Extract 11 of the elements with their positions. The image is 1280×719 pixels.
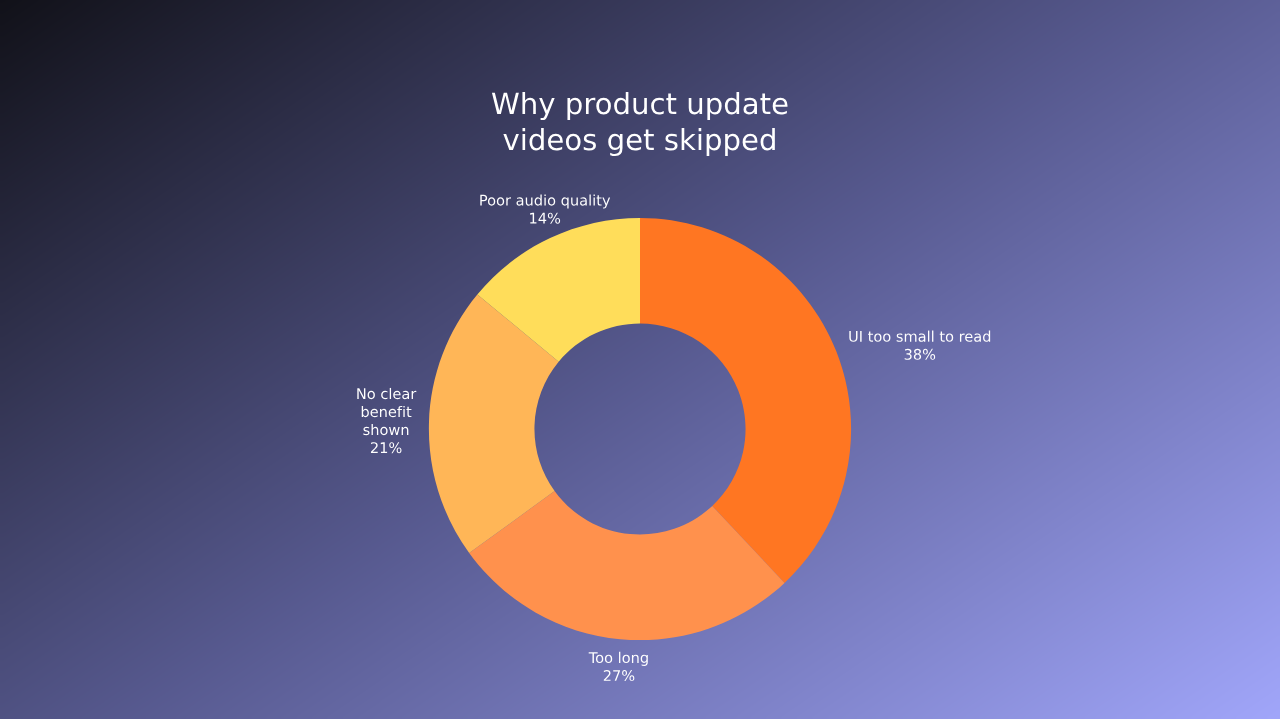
data-label: 27% <box>603 670 635 682</box>
slice-label: UI too small to read <box>849 330 991 342</box>
donut-slice <box>469 491 785 641</box>
chart-title: Why product update videos get skipped <box>491 91 788 157</box>
slice-label: Too long <box>588 651 648 666</box>
data-label: 14% <box>530 212 561 224</box>
data-label: 21% <box>370 442 402 454</box>
slice-label: Poor audio quality <box>480 194 611 209</box>
slice-label: No clear benefit shown <box>357 387 417 436</box>
data-label: 38% <box>904 348 936 360</box>
donut-slice <box>428 294 559 554</box>
